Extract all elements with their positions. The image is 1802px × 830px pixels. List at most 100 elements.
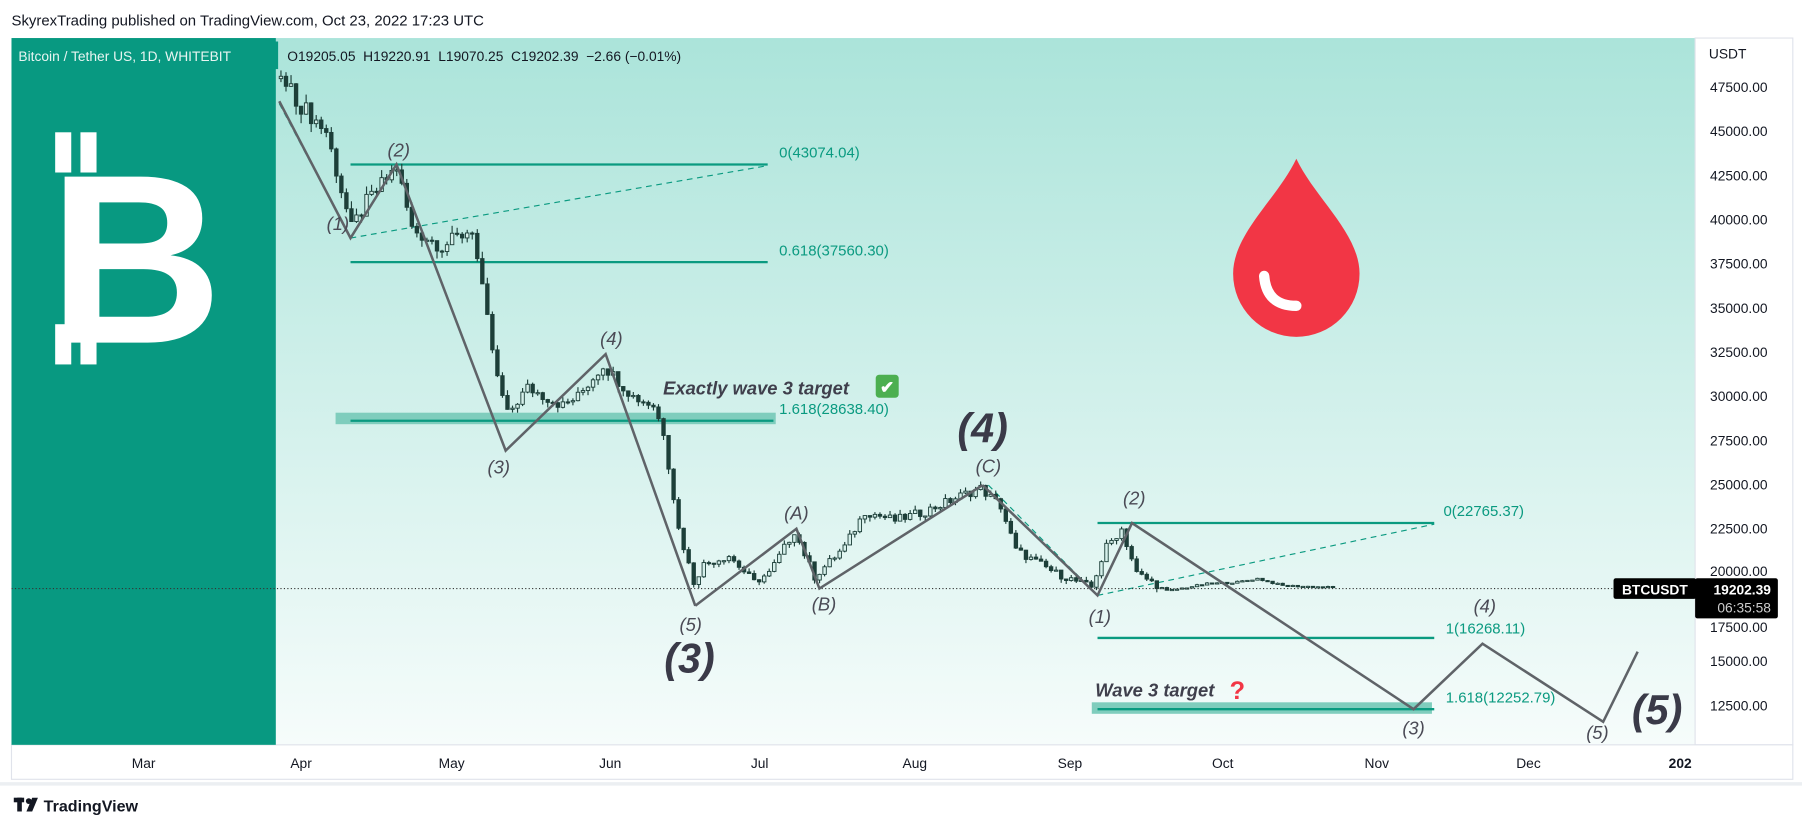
published-caption: SkyrexTrading published on TradingView.c… <box>11 12 484 29</box>
candle <box>907 513 913 520</box>
candle <box>575 391 581 402</box>
candle <box>359 214 364 217</box>
candle <box>696 576 701 585</box>
last-price-badge <box>1695 578 1778 619</box>
candle <box>1320 586 1326 589</box>
candle <box>605 368 611 376</box>
candle <box>1089 581 1094 588</box>
elliott-wave-projection[interactable] <box>981 484 1639 724</box>
candle <box>636 395 641 403</box>
candle <box>465 232 470 239</box>
candle <box>515 403 520 409</box>
elliott-wave-impulse[interactable] <box>278 100 697 607</box>
target-zone-2 <box>1091 702 1432 714</box>
time-axis[interactable] <box>10 744 1794 780</box>
target-zone-1 <box>335 412 776 425</box>
candle <box>822 566 827 575</box>
candle <box>324 128 329 133</box>
wave-label: (4) <box>600 328 622 349</box>
candle <box>923 515 928 518</box>
elliott-wave-correction[interactable] <box>694 484 984 607</box>
candle <box>661 418 666 436</box>
wave-label: (5) <box>1586 722 1608 743</box>
candle <box>887 514 893 519</box>
candle <box>480 258 485 285</box>
candle <box>933 506 938 510</box>
candle <box>1265 580 1270 583</box>
candle <box>1230 582 1235 585</box>
candle <box>449 232 455 246</box>
candle <box>1210 582 1215 585</box>
candle <box>1058 569 1064 580</box>
candle <box>842 544 847 552</box>
time-tick: Apr <box>290 756 312 771</box>
candle <box>641 401 646 404</box>
wave3-target-note: Wave 3 target <box>1095 680 1215 701</box>
candle <box>767 570 772 577</box>
price-tick: 20000.00 <box>1710 564 1768 579</box>
candle <box>339 175 344 194</box>
candle <box>565 401 571 404</box>
candle <box>444 244 450 252</box>
wave-label: (C) <box>976 455 1002 476</box>
candle <box>691 562 696 585</box>
candle <box>454 232 460 235</box>
candle <box>1215 582 1220 585</box>
candle <box>540 392 545 400</box>
candle <box>1285 584 1290 587</box>
candle <box>711 562 717 565</box>
candle <box>1048 566 1054 571</box>
time-ticks: Mar Apr May Jun Jul Aug Sep Oct Nov Dec … <box>132 756 1692 771</box>
candle <box>283 75 289 87</box>
candle <box>354 214 359 223</box>
price-tick: 37500.00 <box>1710 257 1768 272</box>
candle <box>1235 580 1240 584</box>
candle <box>1300 585 1305 588</box>
candle <box>621 386 626 392</box>
candle <box>344 192 349 210</box>
price-tick: 12500.00 <box>1710 698 1768 713</box>
wave-label: (B) <box>812 593 837 614</box>
candle <box>701 562 706 578</box>
fib-retracement-2[interactable] <box>987 484 1435 711</box>
exactly-target-note: Exactly wave 3 target <box>663 377 850 398</box>
candle <box>1149 578 1154 582</box>
candle <box>329 131 334 150</box>
bar-countdown: 06:35:58 <box>1717 601 1771 616</box>
wave-label: (3) <box>488 457 510 478</box>
candle <box>1139 571 1144 575</box>
candle <box>963 490 968 494</box>
time-tick: Jun <box>599 756 621 771</box>
candle <box>686 549 691 564</box>
candle <box>1053 569 1059 572</box>
candle <box>414 225 420 234</box>
tradingview-brand[interactable]: TradingView <box>44 797 139 815</box>
candle <box>1330 586 1336 589</box>
chart-pane[interactable] <box>11 38 1696 745</box>
symbol-legend[interactable]: Bitcoin / Tether US, 1D, WHITEBIT <box>18 49 231 64</box>
price-tick: 47500.00 <box>1710 80 1768 95</box>
candle <box>590 379 596 388</box>
tradingview-logo-icon <box>13 797 38 812</box>
candle <box>792 534 797 543</box>
symbol-badge-label: BTCUSDT <box>1622 582 1688 597</box>
candle <box>746 571 752 574</box>
candle <box>545 399 550 403</box>
candle <box>671 468 676 501</box>
candle <box>334 148 339 177</box>
price-tick: 22500.00 <box>1710 522 1768 537</box>
price-tick: 27500.00 <box>1710 433 1768 448</box>
candle <box>1144 573 1149 580</box>
symbol-badge <box>1613 578 1697 599</box>
candle <box>646 401 651 406</box>
candle <box>495 349 500 377</box>
price-axis[interactable] <box>1694 37 1794 746</box>
candle <box>1028 556 1034 560</box>
fib-label: 1.618(12252.79) <box>1446 689 1556 706</box>
candle <box>736 560 742 568</box>
candle <box>626 390 631 397</box>
candle <box>1043 560 1049 568</box>
candle <box>1305 585 1311 588</box>
currency-label: USDT <box>1709 47 1747 62</box>
candle <box>651 404 656 408</box>
